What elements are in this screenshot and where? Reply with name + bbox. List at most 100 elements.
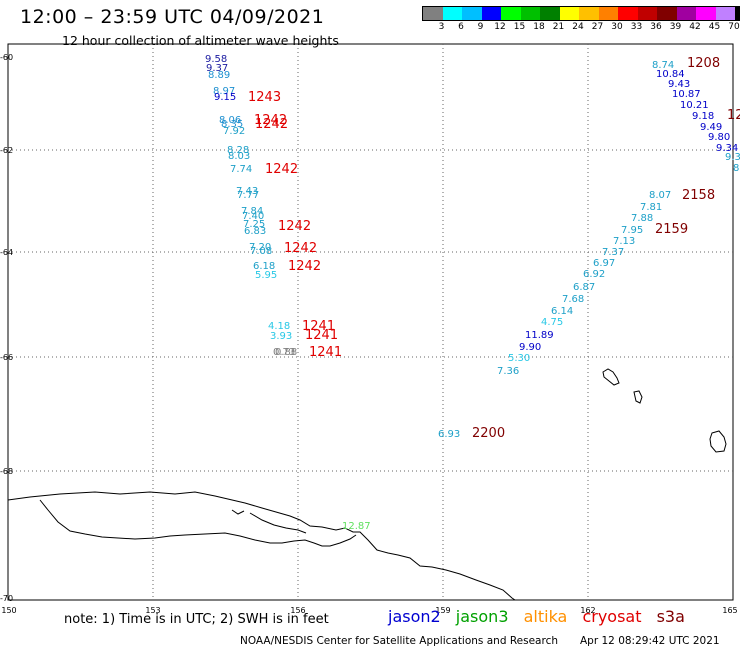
- legend-swatch: [423, 7, 443, 20]
- swh-value: 6.92: [583, 269, 605, 280]
- legend-swatch: [735, 7, 740, 20]
- swh-value: 9.90: [519, 342, 541, 353]
- swh-value: 7.40: [242, 211, 264, 222]
- lon-label: 153: [145, 606, 160, 615]
- time-label: 1241: [305, 328, 338, 343]
- swh-value: 7.77: [237, 190, 259, 201]
- legend-swatch: [501, 7, 521, 20]
- legend-label: 18: [533, 22, 545, 32]
- legend-label: 9: [477, 22, 484, 32]
- time-label: 1241: [309, 345, 342, 360]
- legend-swatch: [442, 7, 462, 20]
- swh-value: 7.36: [497, 366, 519, 377]
- swh-value: 5.95: [255, 270, 277, 281]
- swh-value: 10.21: [680, 100, 709, 111]
- legend-label: 21: [552, 22, 565, 32]
- swh-value: 7.37: [602, 247, 624, 258]
- wave-height-observations: 9.58 9.37 8.89 8.97 9.15 8.06 8.35 7.92 …: [205, 54, 740, 532]
- map-frame: [7, 43, 734, 601]
- footer-credit: NOAA/NESDIS Center for Satellite Applica…: [240, 635, 558, 647]
- swh-value: 9.43: [668, 79, 690, 90]
- time-label: 1242: [265, 162, 298, 177]
- lon-label: 159: [435, 606, 450, 615]
- legend-label: 24: [572, 22, 584, 32]
- swh-value: 6.14: [551, 306, 573, 317]
- swh-value: 10.84: [656, 69, 685, 80]
- swh-value: 6.93: [438, 429, 460, 440]
- island: [602, 368, 620, 386]
- lat-label: -64: [0, 248, 13, 257]
- swh-value: 7.88: [631, 213, 653, 224]
- time-labels: 1243 1242 1242 1242 1242 1242 1242 1241 …: [248, 56, 740, 441]
- legend-swatch: [462, 7, 482, 20]
- legend-label: 27: [591, 22, 604, 32]
- island: [633, 390, 643, 404]
- swh-value: 7.25: [243, 219, 265, 230]
- swh-value: 12.87: [342, 521, 371, 532]
- swh-value: 9.15: [214, 92, 236, 103]
- legend-swatch: [481, 7, 501, 20]
- legend-swatch: [696, 7, 716, 20]
- swh-value: 7.84: [241, 206, 263, 217]
- time-label: 12: [727, 108, 740, 123]
- satellite-legend: jason2 jason3 altika cryosat s3a: [388, 607, 695, 626]
- swh-value: 7.92: [223, 126, 245, 137]
- legend-swatch: [637, 7, 657, 20]
- swh-value: 9.58: [205, 54, 227, 65]
- map-subtitle: 12 hour collection of altimeter wave hei…: [62, 33, 339, 48]
- legend-swatch: [657, 7, 677, 20]
- satellite-altika: altika: [523, 607, 568, 626]
- legend-label: 12: [494, 22, 506, 32]
- legend-label: 70: [728, 22, 740, 32]
- swh-value: 9.18: [692, 111, 714, 122]
- swh-value: 7.74: [230, 164, 252, 175]
- lat-label: -66: [0, 353, 13, 362]
- swh-value: 10.87: [672, 89, 701, 100]
- graticule: [8, 44, 733, 600]
- lon-label: 150: [1, 606, 16, 615]
- lon-label: 156: [290, 606, 305, 615]
- coastline-ice-shelf: [39, 499, 357, 547]
- swh-value: 8: [733, 163, 739, 174]
- legend-swatch: [618, 7, 638, 20]
- swh-value: 6.18: [253, 261, 275, 272]
- swh-value: 7.20: [249, 242, 271, 253]
- swh-value: 6.87: [573, 282, 595, 293]
- legend-label: 3: [438, 22, 445, 32]
- lon-axis-labels: 150 153 156 159 162 165: [1, 606, 737, 615]
- time-label: 1242: [254, 113, 287, 128]
- legend-label: 36: [650, 22, 662, 32]
- swh-value: 8.74: [652, 60, 674, 71]
- note-text: note: 1) Time is in UTC; 2) SWH is in fe…: [64, 612, 329, 627]
- swh-value: 8.89: [208, 70, 230, 81]
- lon-label: 165: [722, 606, 737, 615]
- swh-value: 8.03: [228, 151, 250, 162]
- time-label: 1242: [284, 241, 317, 256]
- swh-value: 9.34: [716, 143, 738, 154]
- legend-swatch: [579, 7, 599, 20]
- legend-label: 30: [611, 22, 623, 32]
- lat-label: -60: [0, 53, 13, 62]
- satellite-jason2: jason2: [388, 607, 441, 626]
- legend-swatch: [520, 7, 540, 20]
- swh-value: 9.80: [708, 132, 730, 143]
- swh-value: 7.81: [640, 202, 662, 213]
- time-label: 2159: [655, 222, 688, 237]
- swh-value: 6.83: [244, 226, 266, 237]
- map-title: 12:00 – 23:59 UTC 04/09/2021: [20, 6, 325, 28]
- swh-value: 7.95: [621, 225, 643, 236]
- swh-value: 8.06: [219, 115, 241, 126]
- legend-swatch: [598, 7, 618, 20]
- coastline-antarctica: [7, 491, 516, 601]
- time-label: 2158: [682, 188, 715, 203]
- swh-value: 0.73: [273, 347, 295, 358]
- satellite-s3a: s3a: [656, 607, 685, 626]
- legend-swatch: [676, 7, 696, 20]
- swh-value: 3.93: [270, 331, 292, 342]
- time-label: 1241: [302, 319, 335, 334]
- legend-label: 6: [458, 22, 464, 32]
- swh-value: 11.89: [525, 330, 554, 341]
- legend-label: 45: [708, 22, 721, 32]
- time-label: 2200: [472, 426, 505, 441]
